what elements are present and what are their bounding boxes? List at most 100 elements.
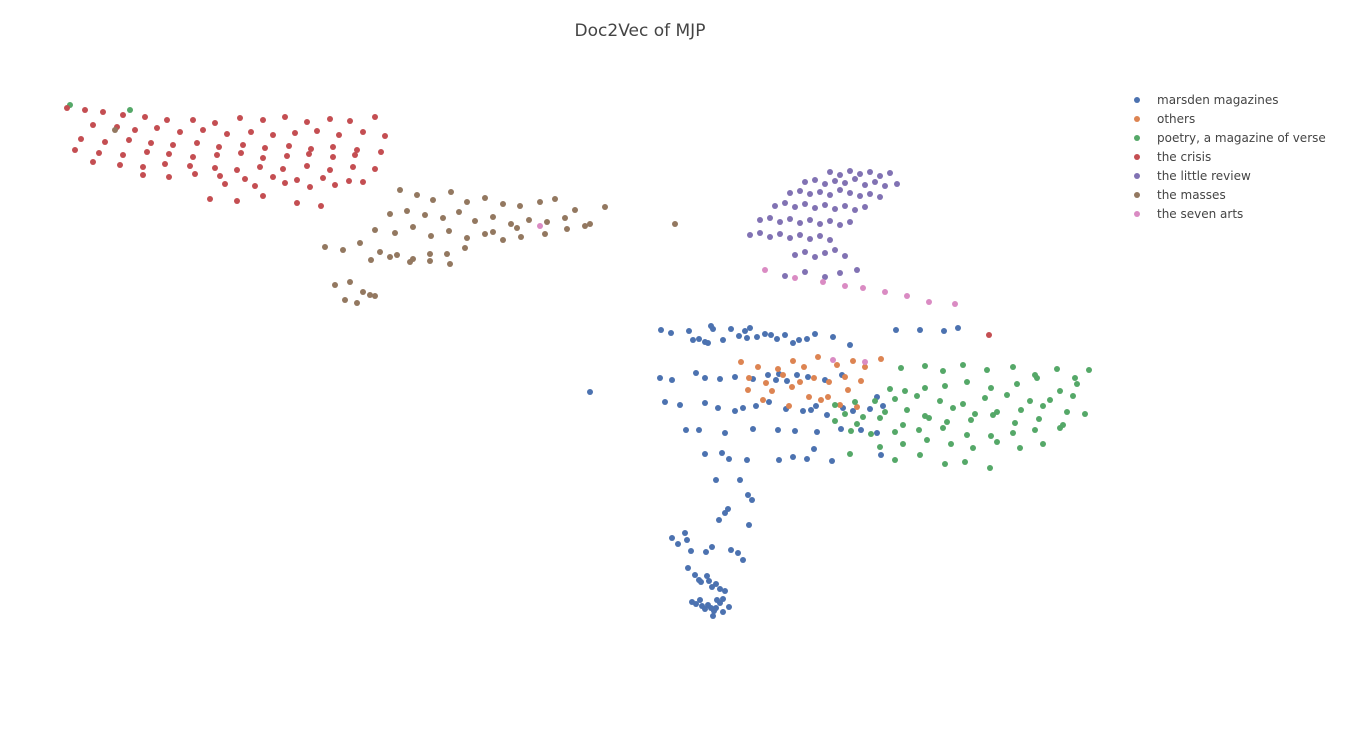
point-the-crisis[interactable] [200, 127, 206, 133]
point-the-little-review[interactable] [782, 200, 788, 206]
point-the-crisis[interactable] [82, 107, 88, 113]
point-poetry-a-magazine-of-verse[interactable] [1072, 375, 1078, 381]
point-the-seven-arts[interactable] [842, 283, 848, 289]
point-marsden-magazines[interactable] [774, 336, 780, 342]
point-marsden-magazines[interactable] [713, 477, 719, 483]
point-marsden-magazines[interactable] [697, 597, 703, 603]
point-poetry-a-magazine-of-verse[interactable] [917, 452, 923, 458]
point-the-crisis[interactable] [320, 175, 326, 181]
point-marsden-magazines[interactable] [776, 457, 782, 463]
point-marsden-magazines[interactable] [753, 403, 759, 409]
point-poetry-a-magazine-of-verse[interactable] [922, 413, 928, 419]
point-poetry-a-magazine-of-verse[interactable] [904, 407, 910, 413]
point-poetry-a-magazine-of-verse[interactable] [847, 451, 853, 457]
point-the-crisis[interactable] [237, 115, 243, 121]
point-poetry-a-magazine-of-verse[interactable] [1074, 381, 1080, 387]
point-the-little-review[interactable] [817, 221, 823, 227]
point-the-crisis[interactable] [306, 151, 312, 157]
point-the-little-review[interactable] [852, 176, 858, 182]
point-the-masses[interactable] [446, 228, 452, 234]
point-the-crisis[interactable] [372, 166, 378, 172]
point-the-crisis[interactable] [260, 155, 266, 161]
point-the-crisis[interactable] [307, 184, 313, 190]
point-the-crisis[interactable] [100, 109, 106, 115]
point-the-crisis[interactable] [177, 129, 183, 135]
point-the-crisis[interactable] [262, 145, 268, 151]
point-the-masses[interactable] [394, 252, 400, 258]
point-marsden-magazines[interactable] [782, 332, 788, 338]
point-marsden-magazines[interactable] [829, 458, 835, 464]
point-marsden-magazines[interactable] [715, 405, 721, 411]
point-poetry-a-magazine-of-verse[interactable] [1054, 366, 1060, 372]
legend[interactable]: marsden magazines others poetry, a magazin… [1134, 93, 1326, 221]
point-the-crisis[interactable] [270, 174, 276, 180]
point-poetry-a-magazine-of-verse[interactable] [898, 365, 904, 371]
point-the-masses[interactable] [672, 221, 678, 227]
point-poetry-a-magazine-of-verse[interactable] [960, 362, 966, 368]
point-the-crisis[interactable] [304, 119, 310, 125]
point-the-crisis[interactable] [140, 172, 146, 178]
point-the-masses[interactable] [392, 230, 398, 236]
point-marsden-magazines[interactable] [812, 331, 818, 337]
point-marsden-magazines[interactable] [719, 450, 725, 456]
point-the-crisis[interactable] [140, 164, 146, 170]
point-others[interactable] [786, 403, 792, 409]
point-the-crisis[interactable] [192, 171, 198, 177]
point-marsden-magazines[interactable] [693, 601, 699, 607]
point-marsden-magazines[interactable] [740, 557, 746, 563]
point-poetry-a-magazine-of-verse[interactable] [964, 379, 970, 385]
point-poetry-a-magazine-of-verse[interactable] [900, 441, 906, 447]
point-poetry-a-magazine-of-verse[interactable] [962, 459, 968, 465]
point-the-crisis[interactable] [102, 139, 108, 145]
point-the-crisis[interactable] [234, 198, 240, 204]
point-the-crisis[interactable] [242, 176, 248, 182]
point-the-crisis[interactable] [294, 200, 300, 206]
point-the-crisis[interactable] [234, 167, 240, 173]
point-marsden-magazines[interactable] [717, 376, 723, 382]
point-others[interactable] [878, 356, 884, 362]
point-the-little-review[interactable] [772, 203, 778, 209]
point-the-masses[interactable] [427, 258, 433, 264]
point-the-crisis[interactable] [216, 144, 222, 150]
point-the-masses[interactable] [387, 211, 393, 217]
point-marsden-magazines[interactable] [744, 457, 750, 463]
point-poetry-a-magazine-of-verse[interactable] [950, 405, 956, 411]
point-the-seven-arts[interactable] [537, 223, 543, 229]
point-the-crisis[interactable] [212, 165, 218, 171]
point-poetry-a-magazine-of-verse[interactable] [948, 441, 954, 447]
point-poetry-a-magazine-of-verse[interactable] [1064, 409, 1070, 415]
point-the-little-review[interactable] [812, 177, 818, 183]
point-the-masses[interactable] [462, 245, 468, 251]
point-the-little-review[interactable] [787, 216, 793, 222]
point-the-little-review[interactable] [867, 169, 873, 175]
point-marsden-magazines[interactable] [704, 573, 710, 579]
point-others[interactable] [845, 387, 851, 393]
point-the-little-review[interactable] [797, 220, 803, 226]
point-poetry-a-magazine-of-verse[interactable] [964, 432, 970, 438]
point-marsden-magazines[interactable] [784, 378, 790, 384]
point-marsden-magazines[interactable] [726, 604, 732, 610]
point-the-little-review[interactable] [812, 205, 818, 211]
point-the-little-review[interactable] [802, 179, 808, 185]
point-marsden-magazines[interactable] [762, 331, 768, 337]
point-the-little-review[interactable] [757, 217, 763, 223]
point-marsden-magazines[interactable] [683, 427, 689, 433]
point-poetry-a-magazine-of-verse[interactable] [1027, 398, 1033, 404]
point-the-crisis[interactable] [327, 116, 333, 122]
point-marsden-magazines[interactable] [775, 427, 781, 433]
point-the-crisis[interactable] [282, 114, 288, 120]
point-the-seven-arts[interactable] [952, 301, 958, 307]
point-poetry-a-magazine-of-verse[interactable] [937, 398, 943, 404]
point-poetry-a-magazine-of-verse[interactable] [988, 385, 994, 391]
point-the-seven-arts[interactable] [926, 299, 932, 305]
point-poetry-a-magazine-of-verse[interactable] [877, 444, 883, 450]
point-others[interactable] [806, 394, 812, 400]
point-the-crisis[interactable] [270, 132, 276, 138]
point-the-masses[interactable] [112, 127, 118, 133]
point-the-crisis[interactable] [78, 136, 84, 142]
point-the-little-review[interactable] [827, 237, 833, 243]
point-marsden-magazines[interactable] [804, 456, 810, 462]
point-poetry-a-magazine-of-verse[interactable] [1004, 392, 1010, 398]
point-the-little-review[interactable] [832, 178, 838, 184]
point-marsden-magazines[interactable] [726, 456, 732, 462]
